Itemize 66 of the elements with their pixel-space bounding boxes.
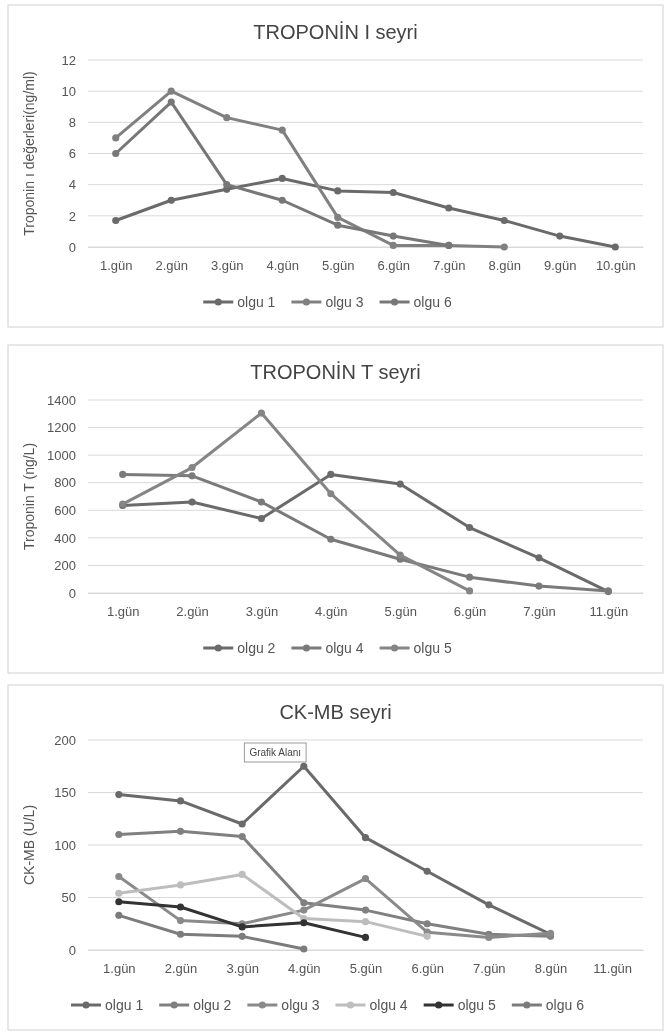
- x-tick-label: 11.gün: [593, 961, 633, 977]
- y-tick-label: 0: [68, 942, 76, 958]
- legend-label: olgu 4: [325, 640, 364, 656]
- chart-title: CK-MB seyri: [279, 701, 392, 723]
- legend-label: olgu 3: [325, 294, 364, 310]
- y-tick-label: 1200: [47, 420, 76, 436]
- x-tick-label: 8.gün: [534, 961, 568, 977]
- x-tick-label: 1.gün: [99, 258, 133, 274]
- y-tick-label: 600: [54, 502, 76, 518]
- legend-label: olgu 6: [413, 294, 452, 310]
- y-tick-label: 1000: [47, 447, 76, 463]
- legend-label: olgu 3: [281, 997, 320, 1013]
- y-tick-label: 0: [68, 585, 76, 601]
- x-tick-label: 2.gün: [155, 258, 189, 274]
- chart-title: TROPONİN I seyri: [253, 21, 418, 43]
- x-tick-label: 6.gün: [377, 258, 411, 274]
- x-tick-label: 7.gün: [473, 961, 506, 977]
- x-tick-label: 3.gün: [245, 604, 279, 620]
- y-axis-title: Troponin ı değerleri(ng/ml): [21, 71, 37, 236]
- x-tick-label: 9.gün: [543, 258, 577, 274]
- x-tick-label: 5.gün: [384, 604, 417, 620]
- legend-label: olgu 1: [105, 997, 144, 1013]
- y-tick-label: 800: [54, 475, 76, 491]
- x-tick-label: 8.gün: [488, 258, 522, 274]
- y-tick-label: 150: [54, 785, 76, 801]
- x-tick-label: 6.gün: [411, 961, 444, 977]
- y-tick-label: 2: [68, 208, 76, 224]
- legend-label: olgu 4: [369, 997, 408, 1013]
- legend-label: olgu 6: [545, 997, 585, 1013]
- y-tick-label: 6: [68, 146, 76, 162]
- x-tick-label: 6.gün: [453, 604, 487, 620]
- y-tick-label: 0: [68, 239, 76, 255]
- x-tick-label: 10.gün: [595, 258, 636, 274]
- y-tick-label: 100: [54, 837, 76, 853]
- x-tick-label: 3.gün: [226, 961, 259, 977]
- x-tick-label: 1.gün: [106, 604, 140, 620]
- x-tick-label: 4.gün: [315, 604, 348, 620]
- x-tick-label: 2.gün: [164, 961, 198, 977]
- y-tick-label: 1400: [47, 392, 76, 408]
- y-tick-label: 8: [68, 114, 76, 130]
- y-tick-label: 200: [54, 558, 76, 574]
- y-tick-label: 50: [61, 890, 76, 906]
- legend-label: olgu 2: [193, 997, 232, 1013]
- x-tick-label: 11.gün: [589, 604, 629, 620]
- x-tick-label: 7.gün: [523, 604, 556, 620]
- legend-label: olgu 1: [237, 294, 276, 310]
- legend-label: olgu 5: [413, 640, 452, 656]
- x-tick-label: 4.gün: [266, 258, 300, 274]
- y-axis-title: CK-MB (U/L): [21, 804, 37, 886]
- legend-label: olgu 5: [457, 997, 497, 1013]
- chart-title: TROPONİN T seyri: [250, 361, 421, 383]
- x-tick-label: 4.gün: [288, 961, 321, 977]
- y-tick-label: 10: [61, 83, 76, 99]
- y-tick-label: 200: [54, 732, 76, 748]
- x-tick-label: 5.gün: [321, 258, 355, 274]
- annotation: Grafik Alanı: [249, 747, 302, 758]
- y-tick-label: 400: [54, 530, 76, 546]
- x-tick-label: 5.gün: [349, 961, 383, 977]
- y-axis-title: Troponin T (ng/L): [21, 442, 37, 551]
- x-tick-label: 7.gün: [432, 258, 466, 274]
- legend-label: olgu 2: [237, 640, 276, 656]
- y-tick-label: 12: [61, 52, 76, 68]
- x-tick-label: 3.gün: [210, 258, 244, 274]
- y-tick-label: 4: [68, 177, 76, 193]
- x-tick-label: 2.gün: [176, 604, 209, 620]
- x-tick-label: 1.gün: [103, 961, 136, 977]
